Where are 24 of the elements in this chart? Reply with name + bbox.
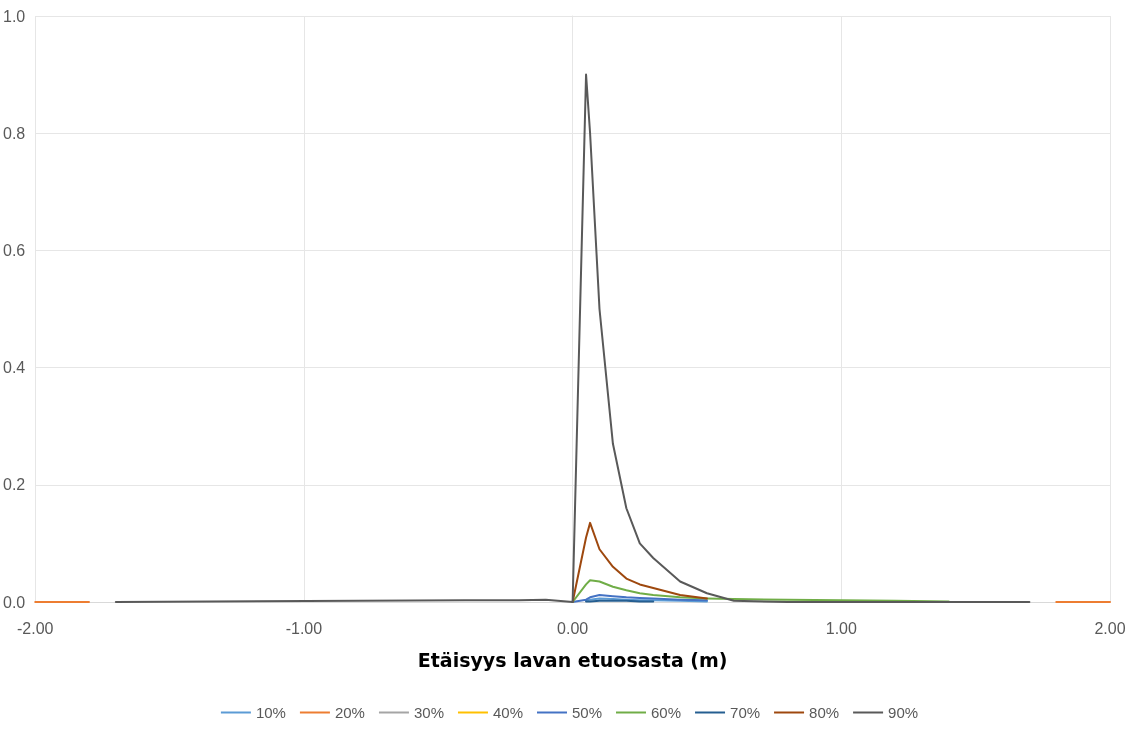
legend-label: 50%: [571, 704, 603, 721]
legend-label: 20%: [334, 704, 365, 721]
x-tick-label: 2.00: [1094, 619, 1126, 637]
legend-label: 60%: [651, 704, 682, 721]
y-tick-label: 0.0: [2, 593, 26, 611]
line-series: [571, 593, 708, 603]
x-tick-label: 1.00: [825, 619, 857, 637]
y-tick-label: 0.2: [2, 476, 26, 494]
legend-label: 90%: [888, 704, 919, 721]
y-tick-label: 1.0: [2, 7, 26, 25]
y-tick-label: 0.4: [2, 359, 26, 377]
x-axis-title: Etäisyys lavan etuosasta (m): [417, 648, 728, 671]
y-tick-label: 0.6: [2, 241, 26, 259]
line-series: [114, 73, 1031, 603]
legend-label: 10%: [255, 704, 286, 721]
x-tick-label: -1.00: [285, 619, 323, 637]
y-tick-label: 0.8: [2, 124, 26, 142]
legend-label: 40%: [492, 704, 523, 721]
x-tick-label: 0.00: [557, 619, 589, 637]
legend-label: 70%: [730, 704, 761, 721]
legend-label: 30%: [413, 704, 444, 721]
line-series: [571, 579, 950, 603]
x-tick-label: -2.00: [17, 619, 54, 637]
legend-label: 80%: [809, 704, 840, 721]
